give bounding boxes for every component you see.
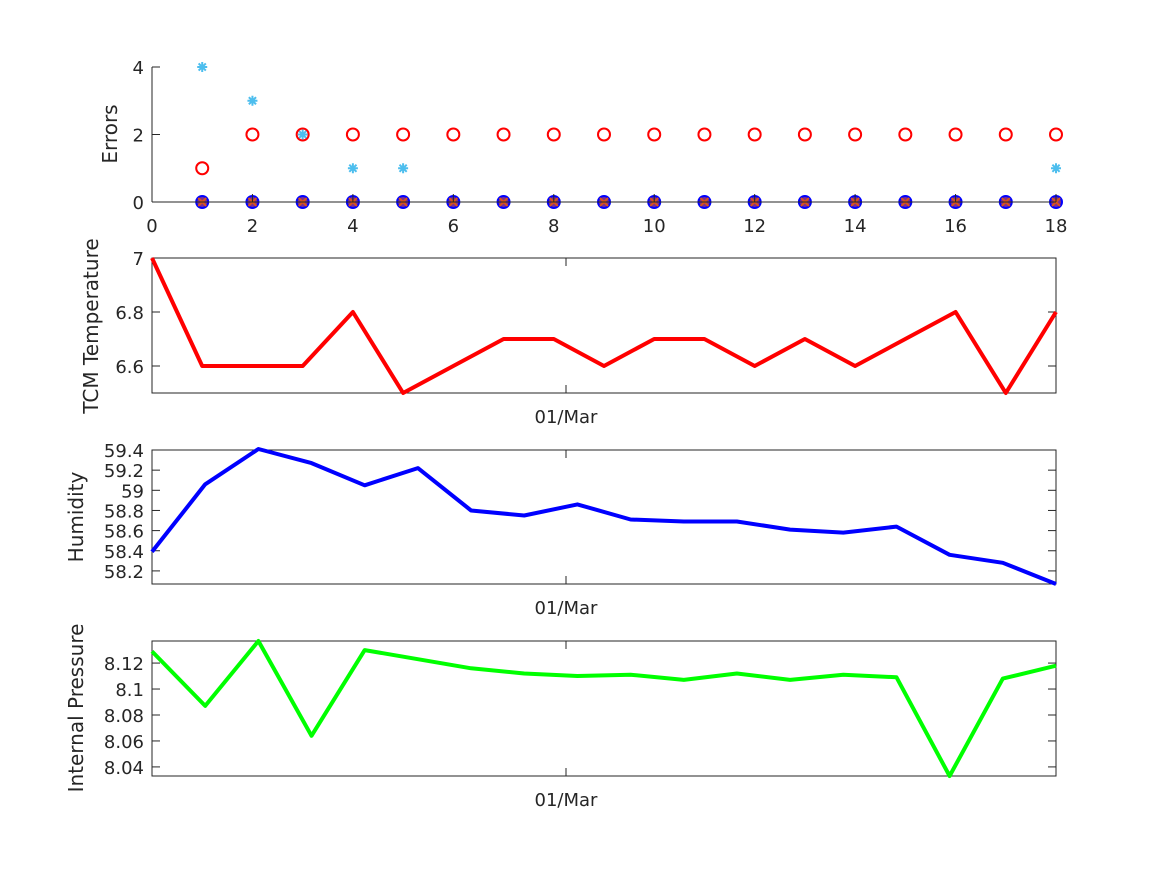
temperature-y-tick-label: 6.8 [115,303,144,324]
errors-marker-open-circle [546,127,561,142]
errors-marker-open-circle [898,127,913,142]
temperature-x-tick-label: 01/Mar [535,407,599,428]
errors-x-tick-label: 2 [247,216,258,237]
humidity-axes-box [151,449,1057,585]
errors-marker-open-circle [396,127,411,142]
pressure-panel: 8.04 8.06 8.08 8.1 8.12 01/Mar Internal Pres… [64,624,1057,811]
pressure-y-tick-label: 8.1 [115,680,144,701]
errors-marker-open-circle [295,127,310,142]
temperature-panel: 6.6 6.8 7 01/Mar TCM Temperature [79,238,1058,428]
errors-x-tick-label: 6 [448,216,459,237]
errors-marker-open-circle [647,127,662,142]
errors-marker-open-circle [195,161,210,176]
errors-x-tick-label: 12 [743,216,766,237]
errors-x-ticks: 0 2 4 6 8 10 12 14 16 18 [146,194,1067,237]
pressure-ylabel: Internal Pressure [64,624,88,793]
errors-marker-open-circle [496,127,511,142]
errors-marker-open-circle [597,127,611,142]
errors-marker-asterisk [247,95,258,106]
errors-marker-asterisk [347,163,358,174]
errors-y-tick-label: 2 [133,126,144,147]
temperature-ylabel: TCM Temperature [79,238,103,414]
humidity-y-tick-label: 59 [121,481,144,502]
temperature-series-line [150,257,1058,395]
pressure-y-tick-label: 8.12 [104,654,144,675]
humidity-y-tick-label: 59.4 [104,441,144,462]
errors-marker-open-circle [848,127,863,142]
errors-marker-asterisk [1051,163,1061,174]
temperature-y-ticks: 6.6 6.8 7 [115,249,1056,378]
errors-marker-open-circle [1049,127,1063,142]
temperature-y-tick-label: 6.6 [115,357,144,378]
humidity-y-tick-label: 58.6 [104,522,144,543]
pressure-x-tick-label: 01/Mar [535,790,599,811]
humidity-series-line [150,447,1057,586]
errors-panel: 0 2 4 6 8 10 12 14 16 18 0 2 4 Errors [98,58,1067,237]
pressure-axes-box [151,640,1057,777]
errors-marker-open-circle [797,127,812,142]
humidity-ylabel: Humidity [64,471,88,562]
errors-marker-open-circle [747,127,762,142]
errors-marker-open-circle [697,127,712,142]
errors-marker-open-circle [446,127,461,142]
errors-marker-asterisk [197,62,208,72]
errors-marker-open-circle [345,127,360,142]
errors-x-tick-label: 18 [1045,216,1068,237]
errors-marker-asterisk [297,129,308,140]
humidity-x-tick-label: 01/Mar [535,598,599,619]
pressure-y-tick-label: 8.06 [104,732,144,753]
humidity-y-tick-label: 58.8 [104,501,144,522]
errors-y-tick-label: 4 [133,58,144,79]
humidity-y-tick-label: 58.4 [104,542,144,563]
errors-marker-open-circle [245,127,260,142]
errors-ylabel: Errors [98,104,122,163]
errors-x-tick-label: 14 [844,216,867,237]
errors-marker-open-circle [948,127,963,142]
humidity-y-tick-label: 59.2 [104,461,144,482]
errors-x-tick-label: 4 [347,216,358,237]
temperature-y-tick-label: 7 [133,249,144,270]
pressure-y-tick-label: 8.08 [104,706,144,727]
pressure-series-line [150,639,1057,778]
errors-x-tick-label: 0 [146,216,157,237]
humidity-y-tick-label: 58.2 [104,562,144,583]
errors-marker-asterisk [398,163,409,174]
pressure-y-ticks: 8.04 8.06 8.08 8.1 8.12 [104,654,1056,779]
pressure-y-tick-label: 8.04 [104,758,144,779]
errors-marker-open-circle [998,127,1013,142]
errors-x-tick-label: 10 [643,216,666,237]
errors-x-tick-label: 8 [548,216,559,237]
errors-y-ticks: 0 2 4 [133,58,160,214]
errors-x-tick-label: 16 [944,216,967,237]
temperature-axes-box [151,257,1057,394]
errors-y-tick-label: 0 [133,193,144,214]
